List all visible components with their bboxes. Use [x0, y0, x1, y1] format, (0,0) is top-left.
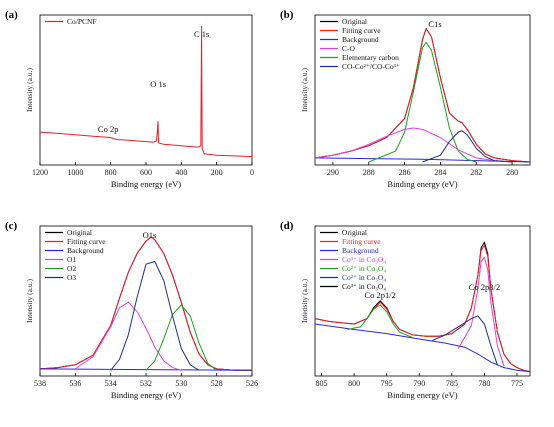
- legend-entry: Co³⁺ in Co₃O₄: [342, 282, 386, 291]
- legend-entry: Co²⁺ in Co₃O₄: [342, 273, 386, 282]
- legend-entry: Fitting curve: [342, 26, 381, 35]
- panel-label: (d): [280, 220, 294, 232]
- x-tick-label: 780: [478, 379, 490, 388]
- chart-title: C1s: [428, 19, 441, 29]
- legend-entry: Fitting curve: [342, 237, 381, 246]
- panel-c: (c) 538 536 534 532 530 528 526 Binding energy (…: [5, 220, 258, 400]
- x-tick-label: 286: [399, 168, 411, 177]
- legend-entry: Co/PCNF: [67, 17, 97, 26]
- legend-entry: Co²⁺ in Co₃O₄: [342, 264, 386, 273]
- x-tick-label: 805: [316, 379, 328, 388]
- series-line: [422, 130, 513, 163]
- panel-b: (b) 290 288 286 284 282 280 Binding energy (eV)…: [280, 9, 531, 189]
- x-tick-label: 200: [211, 168, 223, 177]
- x-tick-label: 280: [506, 168, 518, 177]
- legend-entry: Original: [342, 17, 367, 26]
- x-tick-label: 284: [434, 168, 446, 177]
- panel-label: (b): [280, 9, 294, 21]
- plot-frame: [314, 14, 531, 166]
- legend-entry: Original: [342, 228, 367, 237]
- x-tick-label: 532: [140, 379, 152, 388]
- series-line: [314, 27, 531, 163]
- x-tick-label: 775: [511, 379, 523, 388]
- y-axis-label: Intensity (a.u.): [25, 279, 34, 323]
- series-line: [110, 260, 200, 371]
- series-line: [314, 127, 513, 163]
- series-line: [39, 25, 253, 158]
- x-tick-label: 600: [140, 168, 152, 177]
- legend-entry: Original: [67, 228, 92, 237]
- series-line: [145, 304, 218, 371]
- legend-entry: O2: [67, 264, 76, 273]
- legend-entry: Fitting curve: [67, 237, 106, 246]
- series-line: [432, 315, 498, 365]
- legend-entry: Background: [67, 246, 104, 255]
- x-tick-label: 785: [446, 379, 458, 388]
- series-line: [457, 256, 505, 367]
- legend-entry: O3: [67, 273, 76, 282]
- x-tick-label: 528: [211, 379, 223, 388]
- x-tick-label: 530: [175, 379, 187, 388]
- chart-title: O1s: [143, 230, 157, 240]
- legend-entry: C-O: [342, 44, 356, 53]
- x-tick-label: 526: [246, 379, 258, 388]
- plot-frame: [314, 225, 531, 377]
- x-tick-label: 790: [413, 379, 425, 388]
- legend-entry: Co³⁺ in Co₃O₄: [342, 255, 386, 264]
- x-tick-label: 795: [381, 379, 393, 388]
- x-tick-label: 290: [327, 168, 339, 177]
- x-axis-label: Binding energy (eV): [387, 179, 457, 189]
- peak-annotation: Co 2p3/2: [469, 282, 500, 292]
- legend-entry: Elementary carbon: [342, 53, 399, 62]
- panel-label: (a): [5, 9, 18, 21]
- x-axis-label: Binding energy (eV): [387, 390, 457, 400]
- legend-entry: O1: [67, 255, 76, 264]
- y-axis-label: Intensity (a.u.): [300, 279, 309, 323]
- x-tick-label: 0: [250, 168, 254, 177]
- peak-annotation: Co 2p: [98, 124, 119, 134]
- series-line: [368, 41, 477, 163]
- y-axis-label: Intensity (a.u.): [300, 68, 309, 112]
- x-axis-label: Binding energy (eV): [111, 179, 181, 189]
- x-tick-label: 800: [348, 379, 360, 388]
- series-line: [75, 301, 182, 371]
- series-line: [39, 236, 252, 371]
- legend-entry: Background: [342, 246, 379, 255]
- x-tick-label: 1000: [67, 168, 83, 177]
- series-line: [347, 304, 413, 339]
- x-tick-label: 800: [105, 168, 117, 177]
- x-tick-label: 536: [69, 379, 81, 388]
- x-tick-label: 282: [470, 168, 482, 177]
- x-tick-label: 288: [363, 168, 375, 177]
- x-tick-label: 400: [175, 168, 187, 177]
- panel-d: (d) 805 800 795 790 785 780 775 Binding energy (…: [280, 220, 531, 400]
- panel-a: (a) 1200 1000 800 600 400 200 0 Binding energy (…: [5, 9, 254, 189]
- x-axis-label: Binding energy (eV): [111, 390, 181, 400]
- legend-entry: Background: [342, 35, 379, 44]
- peak-annotation: Co 2p1/2: [364, 290, 395, 300]
- series-line: [314, 323, 531, 373]
- peak-annotation: O 1s: [150, 79, 166, 89]
- x-tick-label: 1200: [32, 168, 48, 177]
- peak-annotation: C 1s: [194, 29, 209, 39]
- legend-entry: CO-Co²⁺/CO-Co³⁺: [342, 62, 400, 71]
- y-axis-label: Intensity (a.u.): [25, 68, 34, 112]
- panel-label: (c): [5, 220, 18, 232]
- x-tick-label: 534: [105, 379, 117, 388]
- plot-frame: [39, 14, 253, 166]
- x-tick-label: 538: [34, 379, 46, 388]
